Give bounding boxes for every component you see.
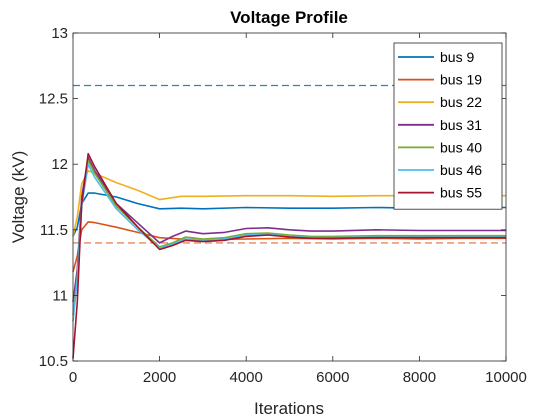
- x-tick-label: 6000: [316, 369, 349, 386]
- y-axis-label: Voltage (kV): [9, 151, 28, 244]
- x-axis-label: Iterations: [254, 399, 324, 418]
- series-line-bus-9: [72, 192, 506, 237]
- x-tick-label: 0: [69, 369, 77, 386]
- legend-box: [393, 42, 503, 210]
- legend-entry-label: bus 55: [440, 185, 482, 201]
- y-tick-label: 12: [51, 156, 68, 173]
- legend-entry-label: bus 40: [440, 139, 482, 155]
- legend-entry-label: bus 46: [440, 162, 482, 178]
- legend-entry-label: bus 9: [440, 49, 474, 65]
- y-tick-label: 11: [52, 287, 68, 304]
- axes: [72, 32, 507, 362]
- x-tick-label: 8000: [403, 369, 436, 386]
- x-tick-label: 2000: [143, 369, 176, 386]
- reference-lines: [73, 84, 506, 244]
- y-tick-label: 12.5: [39, 91, 68, 108]
- series-line-bus-40: [72, 159, 506, 316]
- x-tick-label: 10000: [485, 369, 527, 386]
- series-lines: [72, 152, 506, 359]
- series-line-bus-31: [72, 156, 506, 303]
- legend-entry-label: bus 31: [440, 117, 482, 133]
- x-tick-label: 4000: [230, 369, 263, 386]
- legend-entry-label: bus 22: [440, 94, 482, 110]
- y-tick-label: 10.5: [39, 353, 68, 370]
- series-line-bus-55: [72, 152, 506, 359]
- axes-box: [72, 32, 507, 362]
- y-tick-label: 13: [51, 25, 68, 42]
- chart-title: Voltage Profile: [230, 8, 348, 27]
- legend: bus 9 bus 19 bus 22 bus 31 bus 40 bus 46 bus 5…: [393, 42, 503, 210]
- legend-entry-label: bus 19: [440, 72, 482, 88]
- tick-labels: 0 2000 4000 6000 8000 10000 10.5 11 11.5 12 12.5 13: [39, 25, 527, 386]
- y-tick-label: 11.5: [40, 222, 68, 239]
